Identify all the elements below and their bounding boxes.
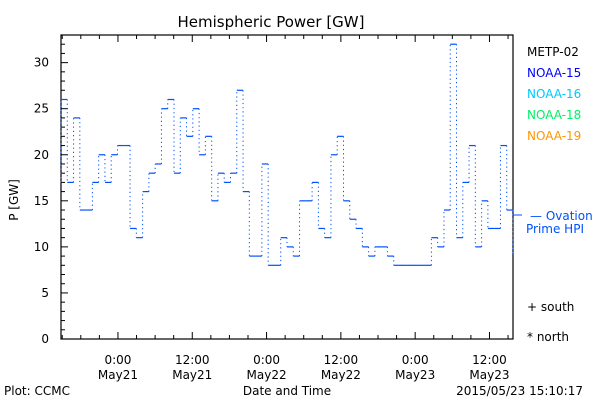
x-axis-label: Date and Time <box>243 384 331 398</box>
plot-timestamp: 2015/05/23 15:10:17 <box>456 384 583 398</box>
x-tick-date: May22 <box>321 368 361 382</box>
x-tick-time: 12:00 <box>324 353 359 367</box>
north-marker-legend: * north <box>527 330 569 344</box>
y-tick-label: 0 <box>41 332 49 346</box>
plot-frame <box>60 34 514 340</box>
chart-title: Hemispheric Power [GW] <box>178 13 365 31</box>
y-tick-label: 15 <box>34 194 49 208</box>
legend-item: NOAA-19 <box>527 129 581 143</box>
x-tick-date: May23 <box>395 368 435 382</box>
ovation-series <box>60 43 514 266</box>
x-tick-time: 0:00 <box>253 353 280 367</box>
x-tick-time: 0:00 <box>104 353 131 367</box>
y-axis: 0 5 10 15 20 25 30 <box>34 34 68 346</box>
x-tick-time: 12:00 <box>175 353 210 367</box>
legend-item: NOAA-15 <box>527 66 581 80</box>
x-tick-date: May21 <box>172 368 212 382</box>
x-tick-date: May22 <box>247 368 287 382</box>
plot-credit: Plot: CCMC <box>4 384 70 398</box>
x-tick-date: May21 <box>98 368 138 382</box>
y-tick-label: 10 <box>34 240 49 254</box>
ovation-legend-line2: Prime HPI <box>526 222 584 236</box>
y-axis-label: P [GW] <box>7 179 21 221</box>
south-marker-legend: + south <box>527 300 574 314</box>
y-tick-label: 5 <box>41 286 49 300</box>
x-axis: 0:00May2112:00May210:00May2212:00May220:… <box>61 35 510 382</box>
y-tick-label: 25 <box>34 102 49 116</box>
legend: METP-02 NOAA-15 NOAA-16 NOAA-18 NOAA-19 <box>527 45 581 143</box>
ovation-legend-line1: — Ovation <box>530 209 593 223</box>
y-tick-label: 30 <box>34 56 49 70</box>
legend-item: NOAA-18 <box>527 108 581 122</box>
x-tick-time: 0:00 <box>402 353 429 367</box>
x-tick-date: May23 <box>469 368 509 382</box>
y-tick-label: 20 <box>34 148 49 162</box>
legend-item: NOAA-16 <box>527 87 581 101</box>
x-tick-time: 12:00 <box>472 353 507 367</box>
legend-item: METP-02 <box>527 45 579 59</box>
